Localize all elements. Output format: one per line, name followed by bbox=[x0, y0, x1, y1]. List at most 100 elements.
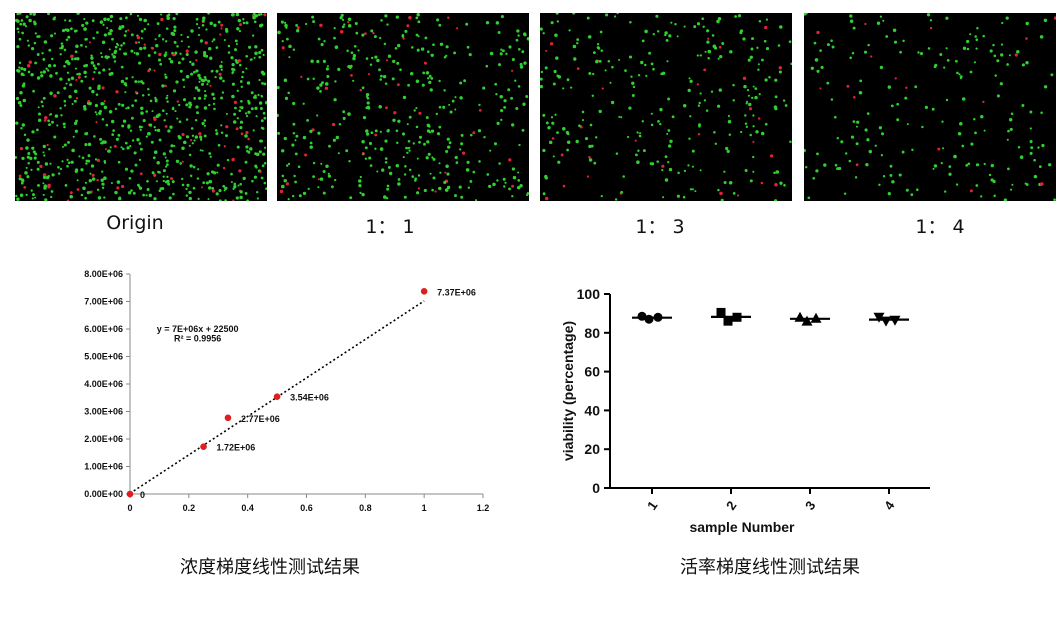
live-cell-dot bbox=[63, 104, 67, 107]
live-cell-dot bbox=[993, 194, 996, 198]
live-cell-dot bbox=[914, 85, 918, 89]
live-cell-dot bbox=[406, 151, 409, 155]
live-cell-dot bbox=[598, 59, 602, 63]
live-cell-dot bbox=[85, 37, 88, 41]
x-tick-label: 2 bbox=[723, 498, 739, 513]
live-cell-dot bbox=[943, 66, 946, 69]
live-cell-dot bbox=[983, 162, 986, 166]
live-cell-dot bbox=[111, 53, 114, 56]
live-cell-dot bbox=[515, 38, 519, 42]
live-cell-dot bbox=[223, 38, 226, 42]
live-cell-dot bbox=[167, 13, 171, 17]
live-cell-dot bbox=[459, 96, 463, 100]
live-cell-dot bbox=[880, 132, 885, 136]
live-cell-dot bbox=[424, 36, 428, 40]
live-cell-dot bbox=[384, 82, 388, 85]
live-cell-dot bbox=[215, 192, 219, 196]
live-cell-dot bbox=[327, 172, 330, 175]
dead-cell-dot bbox=[331, 122, 336, 127]
live-cell-dot bbox=[501, 49, 505, 53]
live-cell-dot bbox=[526, 192, 529, 195]
live-cell-dot bbox=[162, 175, 165, 178]
dead-cell-dot bbox=[855, 163, 859, 167]
live-cell-dot bbox=[592, 51, 596, 55]
live-cell-dot bbox=[174, 110, 177, 113]
live-cell-dot bbox=[260, 119, 264, 123]
live-cell-dot bbox=[1008, 54, 1011, 57]
live-cell-dot bbox=[407, 83, 410, 87]
live-cell-dot bbox=[254, 106, 258, 110]
live-cell-dot bbox=[176, 117, 179, 120]
live-cell-dot bbox=[383, 195, 387, 199]
live-cell-dot bbox=[88, 178, 93, 183]
live-cell-dot bbox=[217, 143, 221, 147]
live-cell-dot bbox=[99, 20, 104, 24]
live-cell-dot bbox=[185, 187, 188, 191]
live-cell-dot bbox=[199, 149, 202, 152]
live-cell-dot bbox=[254, 45, 258, 49]
live-cell-dot bbox=[365, 132, 370, 136]
live-cell-dot bbox=[64, 184, 68, 187]
live-cell-dot bbox=[63, 143, 67, 147]
x-tick-label: 0 bbox=[127, 503, 132, 513]
live-cell-dot bbox=[975, 47, 978, 50]
live-cell-dot bbox=[820, 65, 824, 69]
live-cell-dot bbox=[18, 177, 22, 181]
live-cell-dot bbox=[636, 131, 639, 134]
live-cell-dot bbox=[161, 38, 165, 41]
live-cell-dot bbox=[295, 134, 299, 138]
live-cell-dot bbox=[239, 195, 243, 200]
live-cell-dot bbox=[425, 156, 429, 160]
live-cell-dot bbox=[188, 101, 192, 105]
live-cell-dot bbox=[760, 58, 764, 62]
live-cell-dot bbox=[598, 109, 602, 114]
live-cell-dot bbox=[423, 188, 427, 193]
dead-cell-dot bbox=[510, 69, 514, 72]
live-cell-dot bbox=[76, 72, 79, 76]
live-cell-dot bbox=[36, 76, 41, 80]
dead-cell-dot bbox=[158, 52, 162, 57]
live-cell-dot bbox=[84, 75, 87, 79]
live-cell-dot bbox=[193, 70, 196, 74]
live-cell-dot bbox=[664, 178, 669, 182]
live-cell-dot bbox=[774, 199, 778, 201]
y-tick-label: 8.00E+06 bbox=[84, 269, 123, 279]
live-cell-dot bbox=[256, 197, 259, 200]
live-cell-dot bbox=[975, 184, 979, 187]
live-cell-dot bbox=[575, 139, 579, 144]
live-cell-dot bbox=[330, 185, 334, 189]
dead-cell-dot bbox=[461, 151, 466, 155]
live-cell-dot bbox=[156, 22, 160, 26]
live-cell-dot bbox=[1005, 16, 1009, 20]
live-cell-dot bbox=[816, 69, 820, 73]
live-cell-dot bbox=[236, 89, 239, 92]
live-cell-dot bbox=[156, 128, 161, 133]
live-cell-dot bbox=[714, 142, 718, 146]
y-tick-label: 6.00E+06 bbox=[84, 324, 123, 334]
live-cell-dot bbox=[234, 39, 238, 43]
live-cell-dot bbox=[489, 149, 492, 152]
live-cell-dot bbox=[123, 34, 127, 37]
live-cell-dot bbox=[264, 146, 267, 149]
live-cell-dot bbox=[302, 135, 307, 140]
live-cell-dot bbox=[91, 19, 95, 23]
dead-cell-dot bbox=[905, 86, 908, 90]
live-cell-dot bbox=[84, 196, 87, 200]
live-cell-dot bbox=[554, 33, 558, 37]
live-cell-dot bbox=[245, 21, 249, 25]
live-cell-dot bbox=[445, 164, 449, 168]
live-cell-dot bbox=[774, 78, 778, 82]
live-cell-dot bbox=[504, 181, 507, 184]
live-cell-dot bbox=[49, 74, 53, 78]
live-cell-dot bbox=[61, 29, 66, 33]
live-cell-dot bbox=[205, 54, 209, 58]
live-cell-dot bbox=[94, 111, 97, 114]
live-cell-dot bbox=[165, 112, 168, 115]
dead-cell-dot bbox=[47, 184, 51, 189]
live-cell-dot bbox=[500, 48, 503, 51]
live-cell-dot bbox=[451, 99, 455, 103]
live-cell-dot bbox=[68, 19, 72, 23]
live-cell-dot bbox=[155, 180, 158, 183]
live-cell-dot bbox=[402, 95, 407, 100]
live-cell-dot bbox=[261, 72, 266, 76]
